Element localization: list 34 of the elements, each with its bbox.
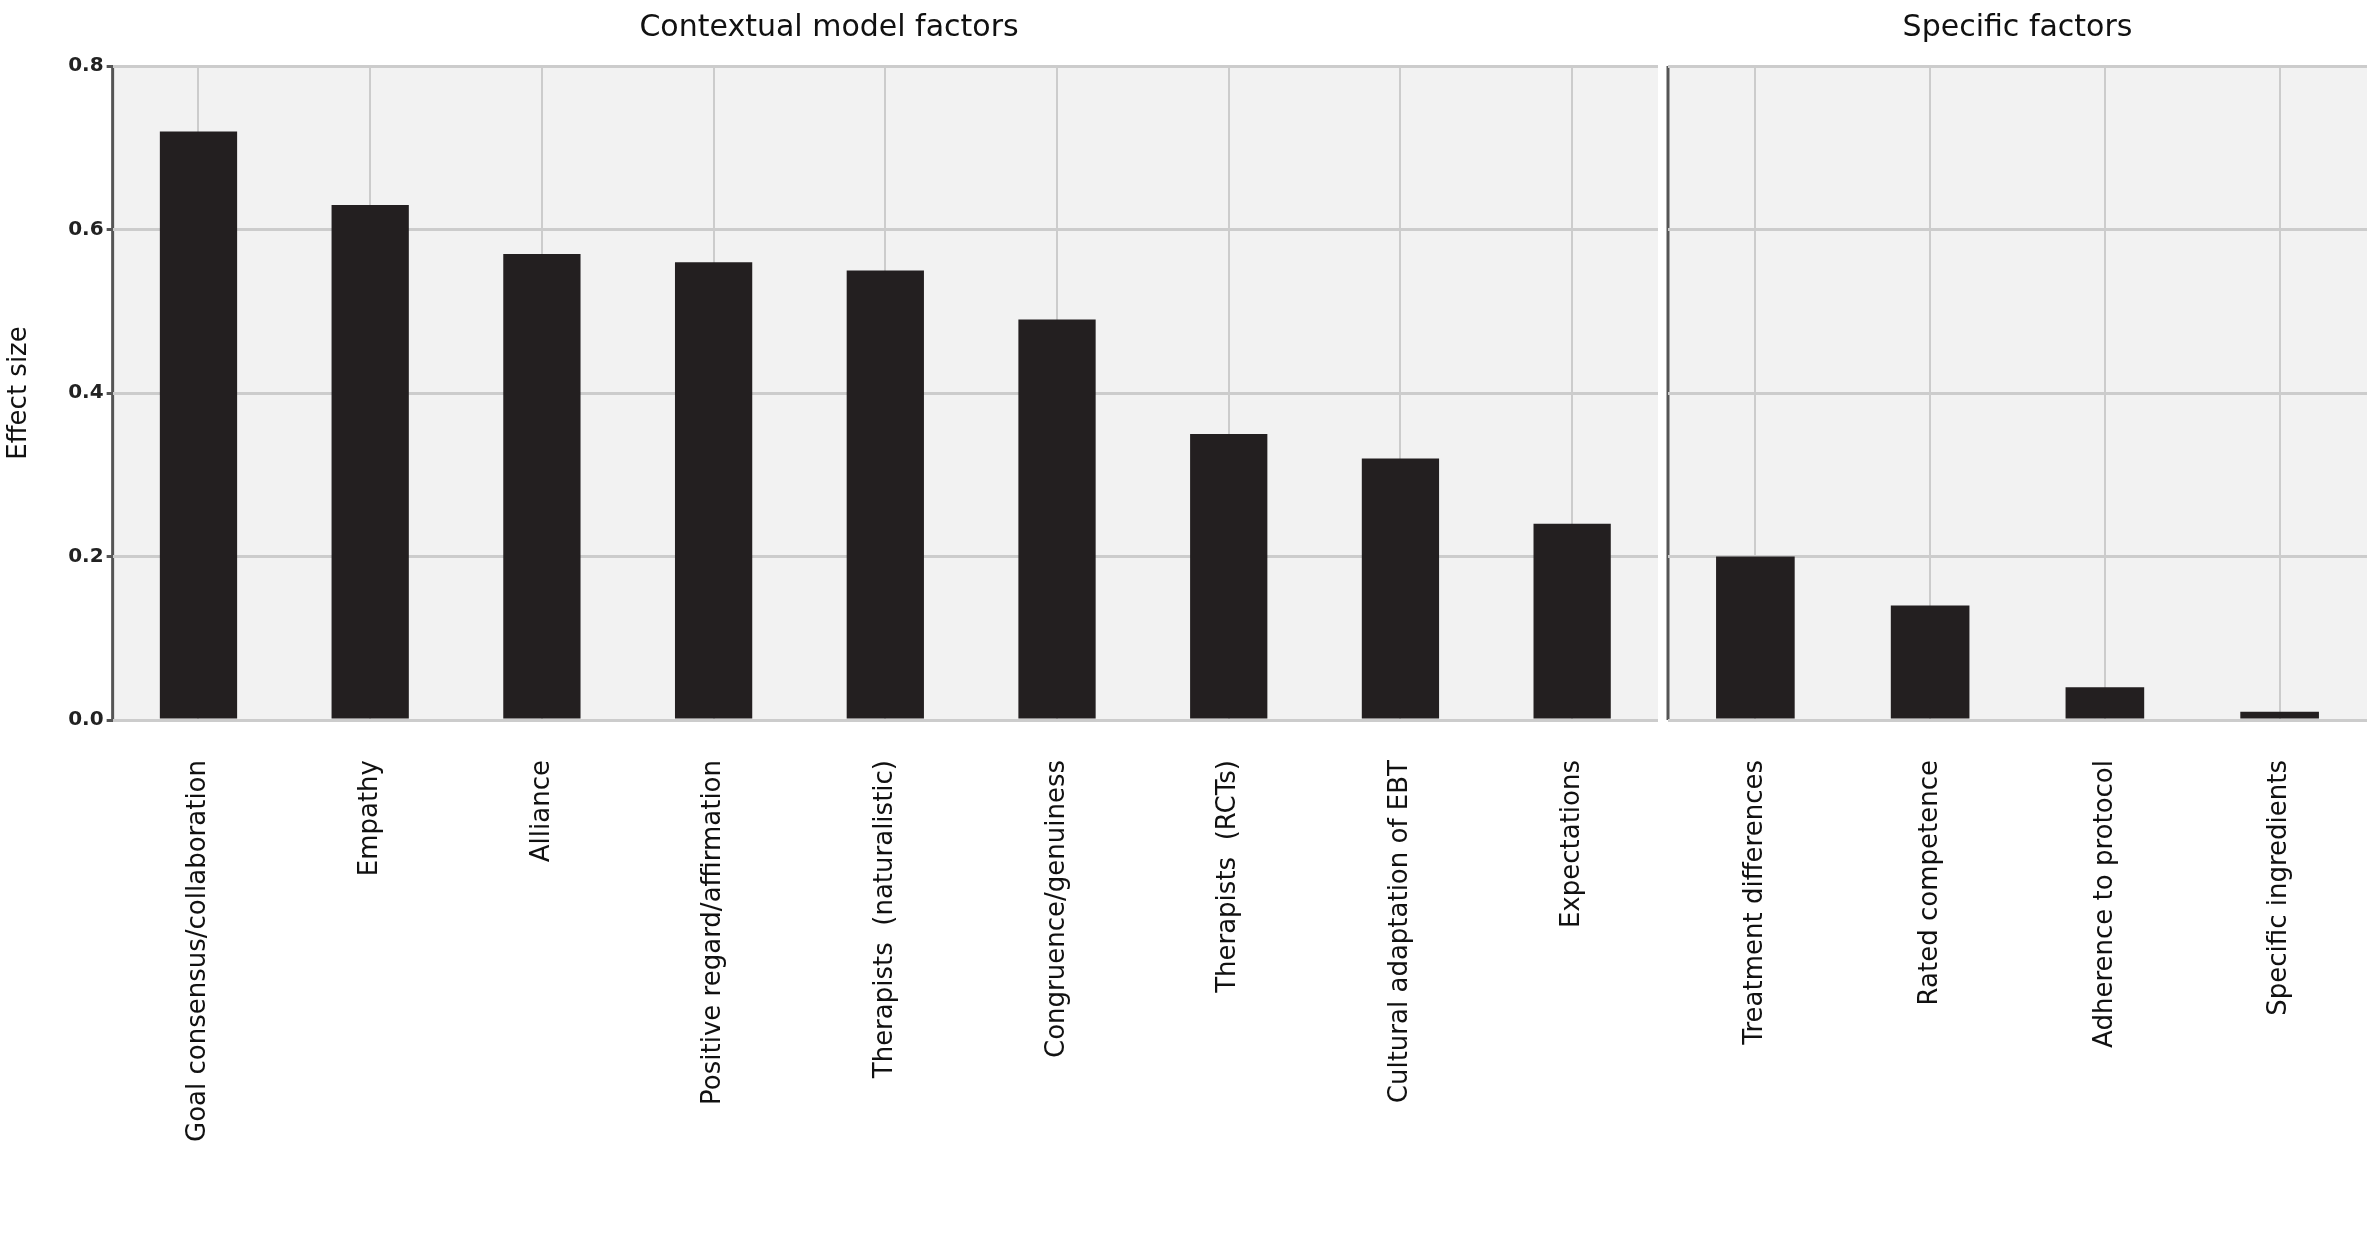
y-axis-title: Effect size	[2, 326, 33, 460]
x-tick-label: Specific ingredients	[2262, 760, 2293, 1016]
bar	[2065, 687, 2145, 719]
bar	[1190, 433, 1268, 719]
x-tick-label: Therapists (naturalistic)	[868, 760, 899, 1080]
chart-title: Specific factors	[1902, 7, 2133, 43]
y-tick-label: 0.8	[68, 52, 104, 77]
y-tick-label: 0.4	[68, 379, 104, 404]
y-tick-label: 0.0	[68, 706, 104, 731]
bar	[1716, 556, 1795, 719]
x-tick-label: Expectations	[1554, 760, 1585, 929]
bar	[503, 254, 581, 719]
x-tick-label: Cultural adaptation of EBT	[1383, 759, 1414, 1104]
x-tick-label: Rated competence	[1912, 760, 1943, 1006]
bar	[159, 131, 238, 719]
chart-title: Contextual model factors	[639, 7, 1019, 43]
y-tick-label: 0.6	[68, 215, 104, 240]
x-tick-label: Goal consensus/collaboration	[181, 760, 212, 1142]
bar	[331, 204, 409, 719]
bar	[674, 262, 753, 719]
x-tick-label: Therapists (RCTs)	[1211, 760, 1242, 994]
x-tick-label: Congruence/genuiness	[1039, 760, 1070, 1058]
x-tick-label: Empathy	[352, 760, 383, 877]
y-tick-label: 0.2	[68, 542, 104, 567]
x-tick-label: Adherence to protocol	[2087, 760, 2118, 1048]
bar	[846, 270, 924, 719]
bar	[2240, 711, 2319, 719]
bar	[1018, 319, 1096, 719]
bar	[1361, 458, 1440, 719]
bar	[1890, 605, 1970, 719]
x-tick-label: Alliance	[524, 760, 555, 863]
x-tick-label: Positive regard/affirmation	[696, 760, 727, 1105]
bar	[1533, 523, 1611, 719]
x-tick-label: Treatment differences	[1738, 760, 1769, 1046]
